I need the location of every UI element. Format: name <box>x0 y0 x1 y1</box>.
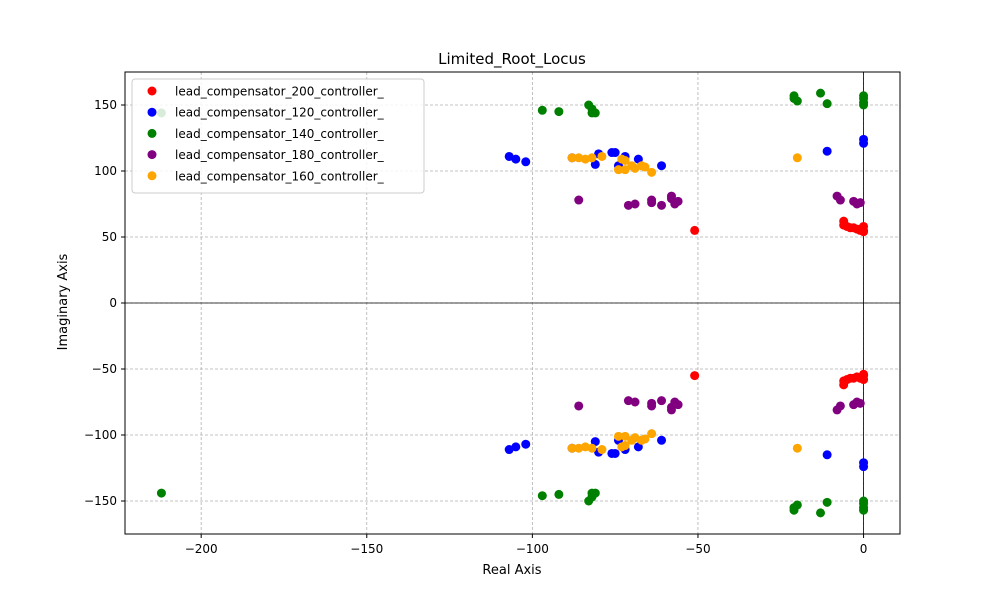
data-point <box>640 162 650 172</box>
legend-label: lead_compensator_160_controller_ <box>175 169 385 183</box>
y-axis-label: Imaginary Axis <box>56 253 71 350</box>
legend-marker <box>147 86 157 96</box>
data-point <box>822 99 832 109</box>
x-tick-label: 0 <box>860 542 868 556</box>
data-point <box>587 153 597 163</box>
data-point <box>855 398 865 408</box>
data-point <box>537 491 547 501</box>
data-point <box>567 443 577 453</box>
data-point <box>690 225 700 235</box>
data-point <box>673 400 683 410</box>
data-point <box>613 165 623 175</box>
data-point <box>690 371 700 381</box>
y-tick-label: 150 <box>94 98 117 112</box>
data-point <box>613 431 623 441</box>
legend-label: lead_compensator_140_controller_ <box>175 127 385 141</box>
y-tick-label: −50 <box>92 362 117 376</box>
legend-marker <box>147 128 157 138</box>
data-point <box>597 445 607 455</box>
legend-marker <box>147 150 157 160</box>
x-tick-label: −200 <box>185 542 218 556</box>
data-point <box>597 151 607 161</box>
x-tick-label: −150 <box>350 542 383 556</box>
data-point <box>620 441 630 451</box>
data-point <box>859 100 869 110</box>
data-point <box>647 398 657 408</box>
data-point <box>835 401 845 411</box>
data-point <box>792 443 802 453</box>
data-point <box>630 397 640 407</box>
data-point <box>521 439 531 449</box>
data-point <box>859 458 869 468</box>
data-point <box>822 497 832 507</box>
x-tick-label: −100 <box>516 542 549 556</box>
y-tick-label: −150 <box>84 494 117 508</box>
data-point <box>859 369 869 379</box>
series-4-points <box>574 191 865 415</box>
data-point <box>620 431 630 441</box>
data-point <box>816 88 826 98</box>
legend-marker <box>147 107 157 117</box>
data-point <box>816 508 826 518</box>
data-point <box>673 196 683 206</box>
legend-marker <box>147 171 157 181</box>
series-1-points <box>690 216 869 390</box>
data-point <box>537 105 547 115</box>
data-point <box>574 401 584 411</box>
legend-label: lead_compensator_120_controller_ <box>175 106 385 120</box>
chart-title: Limited_Root_Locus <box>438 50 586 69</box>
data-point <box>657 396 667 406</box>
x-tick-label: −50 <box>685 542 710 556</box>
y-tick-label: 50 <box>102 230 117 244</box>
data-point <box>792 500 802 510</box>
y-tick-label: −100 <box>84 428 117 442</box>
data-point <box>610 148 620 158</box>
data-point <box>855 198 865 208</box>
data-point <box>657 435 667 445</box>
legend-label: lead_compensator_180_controller_ <box>175 148 385 162</box>
data-point <box>657 200 667 210</box>
y-tick-label: 100 <box>94 164 117 178</box>
legend-box <box>131 78 425 194</box>
data-point <box>610 448 620 458</box>
legend-label: lead_compensator_200_controller_ <box>175 85 385 99</box>
data-point <box>554 107 564 117</box>
data-points <box>156 88 869 518</box>
data-point <box>590 488 600 498</box>
data-point <box>835 195 845 205</box>
data-point <box>511 154 521 164</box>
data-point <box>587 443 597 453</box>
y-tick-label: 0 <box>109 296 117 310</box>
data-point <box>511 442 521 452</box>
data-point <box>792 153 802 163</box>
data-point <box>630 199 640 209</box>
data-point <box>521 157 531 167</box>
data-point <box>822 146 832 156</box>
data-point <box>574 195 584 205</box>
data-point <box>647 167 657 177</box>
data-point <box>554 489 564 499</box>
data-point <box>620 165 630 175</box>
data-point <box>156 488 166 498</box>
axis-ticks: −200 −150 −100 −50 0 −150 −100 −50 0 50 100 150 <box>84 98 867 556</box>
series-3-points <box>156 88 869 518</box>
data-point <box>859 138 869 148</box>
data-point <box>590 108 600 118</box>
data-point <box>859 496 869 506</box>
data-point <box>647 198 657 208</box>
data-point <box>822 450 832 460</box>
data-point <box>657 161 667 171</box>
data-point <box>640 434 650 444</box>
legend: lead_compensator_200_controller_ lead_com… <box>131 78 425 194</box>
data-point <box>647 429 657 439</box>
series-5-points <box>567 151 802 455</box>
data-point <box>792 96 802 106</box>
x-axis-label: Real Axis <box>482 563 541 578</box>
data-point <box>620 155 630 165</box>
zero-lines <box>125 72 900 534</box>
data-point <box>859 227 869 237</box>
data-point <box>567 153 577 163</box>
